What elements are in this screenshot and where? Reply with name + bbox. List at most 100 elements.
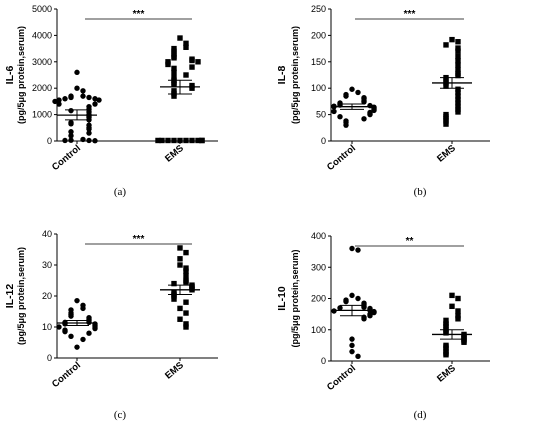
data-point xyxy=(337,305,343,311)
data-point xyxy=(74,297,80,304)
data-point xyxy=(449,303,455,310)
data-point xyxy=(455,72,461,79)
y-axis-label: IL-8 xyxy=(276,66,288,85)
data-point xyxy=(171,93,177,99)
data-point xyxy=(189,137,195,144)
data-point xyxy=(62,328,68,335)
y-tick-label: 1000 xyxy=(32,110,52,120)
data-point xyxy=(355,353,361,360)
data-point xyxy=(183,44,189,50)
data-point xyxy=(86,126,92,132)
data-point xyxy=(183,321,189,327)
x-tick-label: Control xyxy=(325,363,358,393)
data-point xyxy=(96,97,102,103)
data-point xyxy=(455,93,461,99)
data-point xyxy=(361,99,367,105)
data-point xyxy=(449,36,455,43)
data-point xyxy=(355,295,361,302)
data-point xyxy=(189,57,195,64)
data-point xyxy=(361,116,367,122)
y-tick-label: 100 xyxy=(311,325,326,335)
data-point xyxy=(183,273,189,279)
data-point xyxy=(337,114,343,120)
significance-label: ** xyxy=(406,236,414,247)
data-point xyxy=(183,265,189,271)
data-point xyxy=(367,312,373,319)
y-tick-label: 5000 xyxy=(32,4,52,14)
data-point xyxy=(189,85,195,91)
significance-label: *** xyxy=(404,9,416,20)
data-point xyxy=(171,280,177,287)
data-point xyxy=(349,245,355,252)
data-point xyxy=(177,35,183,41)
series-control xyxy=(52,69,102,144)
data-point xyxy=(74,344,80,350)
data-point xyxy=(183,72,189,78)
y-axis-unit-label: (pg/5μg protein,serum) xyxy=(16,26,26,124)
data-point xyxy=(171,296,177,302)
data-point xyxy=(68,107,74,114)
data-point xyxy=(92,325,98,332)
data-point xyxy=(171,55,177,61)
x-tick-label: Control xyxy=(50,143,83,173)
chart-panel-3: 0 10 20 30 40 Control EMS IL-12 (pg/5μg protein,… xyxy=(4,229,218,421)
data-point xyxy=(68,94,74,101)
data-point xyxy=(199,137,205,144)
data-point xyxy=(80,88,86,94)
panel-label: (a) xyxy=(114,186,127,198)
chart-panel-4: 0 100 200 300 400 Control EMS IL-10 (pg/5μg prot… xyxy=(276,231,490,421)
data-point xyxy=(361,304,367,310)
data-point xyxy=(455,109,461,115)
y-tick-label: 0 xyxy=(47,136,52,146)
data-point xyxy=(159,137,165,144)
data-point xyxy=(165,137,171,144)
data-point xyxy=(68,313,74,319)
data-point xyxy=(74,69,80,76)
data-point xyxy=(68,133,74,139)
y-tick-label: 3000 xyxy=(32,57,52,67)
data-point xyxy=(343,93,349,99)
data-point xyxy=(195,59,201,65)
data-point xyxy=(455,89,461,96)
data-point xyxy=(86,130,92,136)
panel-label: (d) xyxy=(414,409,427,421)
x-tick-label: Control xyxy=(50,360,83,390)
data-point xyxy=(177,256,183,262)
data-point xyxy=(455,97,461,103)
significance-label: *** xyxy=(133,9,145,20)
data-point xyxy=(52,98,58,105)
x-tick-label: EMS xyxy=(435,363,458,385)
data-point xyxy=(183,279,189,285)
data-point xyxy=(349,336,355,342)
data-point xyxy=(455,58,461,64)
data-point xyxy=(349,342,355,349)
y-axis-unit-label: (pg/5μg protein,serum) xyxy=(16,247,26,345)
y-axis-label: IL-10 xyxy=(276,286,288,311)
y-tick-label: 40 xyxy=(42,229,52,239)
data-point xyxy=(443,118,449,124)
data-point xyxy=(177,262,183,268)
data-point xyxy=(443,121,449,127)
significance-label: *** xyxy=(133,234,145,245)
series-control xyxy=(331,86,377,128)
series-ems xyxy=(432,36,472,127)
series-control xyxy=(331,245,377,360)
data-point xyxy=(74,85,80,91)
data-point xyxy=(68,129,74,135)
y-tick-label: 50 xyxy=(316,110,326,120)
data-point xyxy=(183,299,189,305)
series-ems xyxy=(432,292,472,358)
y-tick-label: 20 xyxy=(42,291,52,301)
data-point xyxy=(165,61,171,68)
data-point xyxy=(183,137,189,144)
data-point xyxy=(68,137,74,143)
panel-label: (c) xyxy=(114,409,127,421)
data-point xyxy=(195,137,201,144)
series-control xyxy=(56,297,98,350)
y-axis-unit-label: (pg/5μg protein,serum) xyxy=(290,26,300,124)
data-point xyxy=(171,69,177,76)
x-tick-label: EMS xyxy=(163,360,186,382)
data-point xyxy=(92,101,98,107)
data-point xyxy=(86,137,92,144)
